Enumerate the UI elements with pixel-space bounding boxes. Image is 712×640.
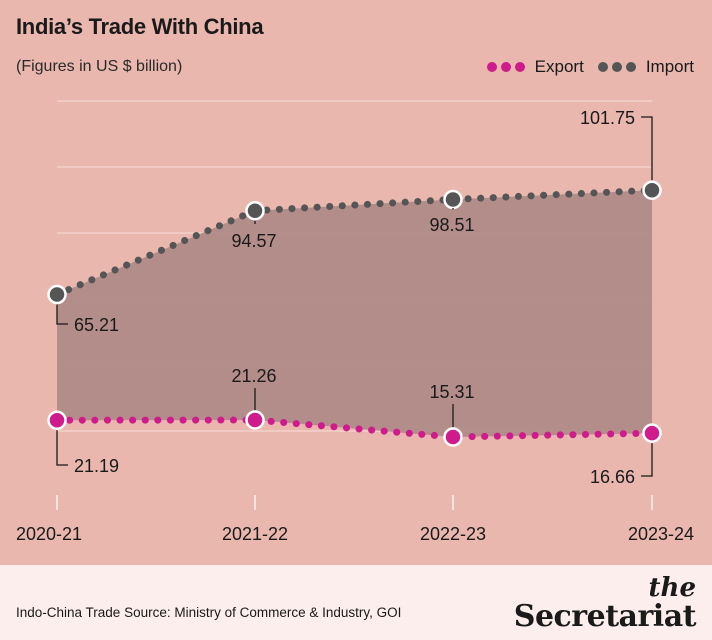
export-point-2023-24 [642, 423, 662, 443]
area-between-series [57, 190, 652, 438]
legend-item-import: Import [597, 57, 694, 77]
export-label-2021-22: 21.26 [231, 366, 276, 386]
import-leader-2023-24 [641, 116, 653, 181]
brand-the: the [648, 573, 696, 603]
import-leader-2020-21 [56, 304, 68, 325]
chart-title: India’s Trade With China [16, 14, 264, 39]
export-point-2020-21 [47, 410, 67, 430]
export-leader-2020-21 [56, 430, 68, 466]
chart-area: India’s Trade With China (Figures in US … [16, 14, 694, 544]
export-leader-2023-24 [641, 443, 653, 477]
footer: Indo-China Trade Source: Ministry of Com… [0, 565, 712, 640]
import-label-2021-22: 94.57 [231, 231, 276, 251]
export-label-2020-21: 21.19 [74, 456, 119, 476]
x-tick-label-2023-24: 2023-24 [628, 524, 694, 544]
legend-export-dots-icon [486, 62, 529, 72]
import-label-2020-21: 65.21 [74, 315, 119, 335]
import-point-2022-23 [443, 189, 463, 210]
legend: Export Import [473, 57, 694, 77]
import-point-2020-21 [47, 284, 67, 305]
x-tick-label-2022-23: 2022-23 [420, 524, 486, 544]
line-chart: 65.21 94.57 98.51 101.75 21.19 21.26 15.31 16.6… [16, 100, 694, 544]
import-series-line [53, 186, 656, 299]
chart-subtitle: (Figures in US $ billion) [16, 58, 183, 75]
export-label-2023-24: 16.66 [590, 467, 635, 487]
source-note: Indo-China Trade Source: Ministry of Com… [16, 605, 402, 620]
brand-logo: the Secretariat [513, 573, 697, 634]
export-series-line [53, 416, 656, 441]
x-tick-label-2021-22: 2021-22 [222, 524, 288, 544]
brand-name: Secretariat [513, 599, 697, 634]
legend-item-export: Export [486, 57, 584, 77]
export-point-2021-22 [245, 410, 265, 430]
x-tick-label-2020-21: 2020-21 [16, 524, 82, 544]
legend-import-label: Import [645, 57, 694, 76]
export-point-2022-23 [443, 427, 463, 447]
import-point-2021-22 [245, 200, 265, 221]
legend-import-dots-icon [597, 62, 640, 72]
export-label-2022-23: 15.31 [429, 382, 474, 402]
import-label-2022-23: 98.51 [429, 215, 474, 235]
legend-export-label: Export [534, 57, 584, 76]
import-point-2023-24 [642, 180, 662, 200]
import-label-2023-24: 101.75 [580, 108, 635, 128]
